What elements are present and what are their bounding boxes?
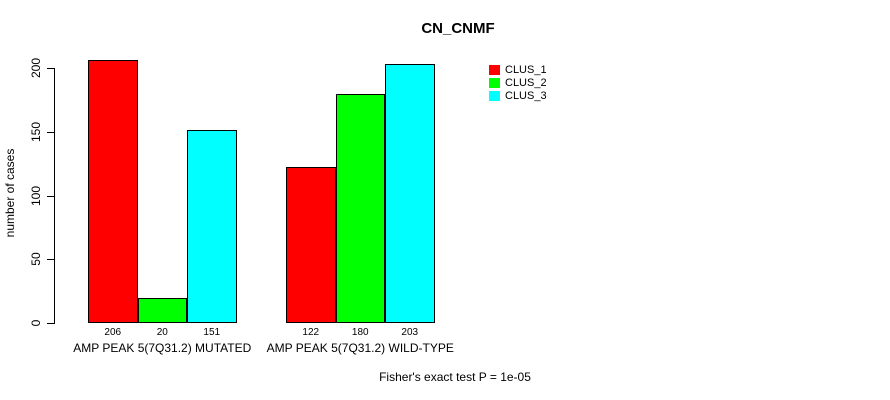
bar-value-label: 122 bbox=[302, 327, 320, 338]
bar-clus_1-group1 bbox=[88, 60, 138, 323]
bar-clus_3-group1 bbox=[187, 130, 237, 323]
bar-value-label: 206 bbox=[104, 327, 122, 338]
x-category-label: AMP PEAK 5(7Q31.2) WILD-TYPE bbox=[266, 341, 454, 355]
legend-swatch-clus_1 bbox=[489, 65, 500, 75]
legend-swatch-clus_3 bbox=[489, 91, 500, 102]
annotation-text: Fisher's exact test P = 1e-05 bbox=[379, 370, 531, 384]
bar-value-label: 180 bbox=[351, 327, 369, 338]
legend-swatch-clus_2 bbox=[489, 78, 500, 89]
y-axis-line bbox=[54, 68, 55, 324]
bar-clus_2-group1 bbox=[137, 297, 187, 323]
bar-value-label: 20 bbox=[156, 327, 168, 338]
bar-clus_1-group2 bbox=[286, 167, 336, 323]
y-tick-mark bbox=[47, 323, 54, 324]
bar-value-label: 151 bbox=[203, 327, 221, 338]
y-tick-mark bbox=[47, 68, 54, 69]
chart-title: CN_CNMF bbox=[421, 20, 495, 37]
bar-clus_2-group2 bbox=[335, 93, 385, 323]
legend-label: CLUS_1 bbox=[505, 64, 547, 76]
bar-value-label: 203 bbox=[401, 327, 419, 338]
x-category-label: AMP PEAK 5(7Q31.2) MUTATED bbox=[73, 341, 252, 355]
legend-label: CLUS_2 bbox=[505, 77, 547, 90]
legend-label: CLUS_3 bbox=[505, 90, 547, 103]
y-tick-mark bbox=[47, 131, 54, 133]
y-tick-mark bbox=[47, 195, 54, 197]
y-tick-mark bbox=[47, 259, 54, 261]
bar-clus_3-group2 bbox=[385, 64, 435, 323]
